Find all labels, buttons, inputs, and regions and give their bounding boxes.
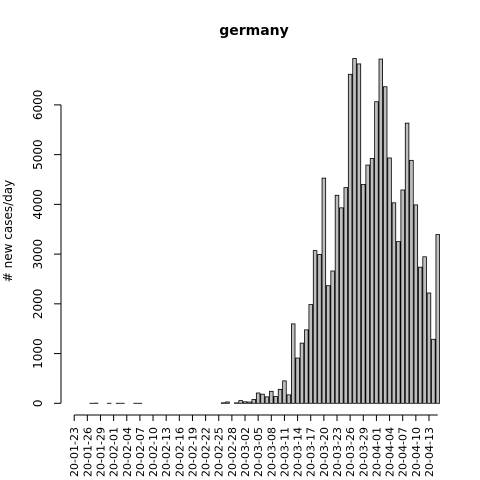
bar: [396, 241, 401, 404]
x-tick-label: 20-03-29: [357, 427, 370, 477]
bar: [356, 63, 362, 404]
x-tick-label: 20-02-01: [108, 427, 121, 477]
bar: [273, 396, 278, 404]
bar: [286, 394, 292, 404]
y-tick-label: 1000: [31, 338, 45, 369]
x-tick-label: 20-03-23: [331, 427, 344, 477]
bar: [251, 399, 256, 404]
x-tick-label: 20-04-01: [370, 427, 383, 477]
y-tick-label: 5000: [31, 139, 45, 170]
bar: [387, 157, 392, 404]
bar: [269, 390, 274, 404]
bar: [369, 158, 375, 404]
x-tick-label: 20-03-05: [252, 427, 265, 477]
bar: [220, 402, 226, 404]
x-tick-label: 20-02-16: [173, 427, 186, 477]
bar: [308, 304, 313, 404]
x-tick-label: 20-01-29: [94, 427, 107, 477]
x-tick-label: 20-03-20: [318, 427, 331, 477]
x-tick-label: 20-03-11: [278, 427, 291, 477]
y-axis-label: # new cases/day: [1, 180, 15, 282]
x-tick-label: 20-03-26: [344, 427, 357, 477]
bar: [299, 342, 305, 404]
bar: [264, 396, 270, 404]
bar: [418, 266, 423, 404]
chart-title: germany: [219, 23, 289, 39]
x-tick-label: 20-02-19: [186, 427, 199, 477]
x-tick-label: 20-03-08: [265, 427, 278, 477]
bar: [422, 256, 427, 404]
bar: [312, 250, 318, 404]
bar: [374, 101, 379, 404]
x-tick-label: 20-01-26: [81, 427, 94, 477]
bar: [317, 254, 322, 404]
y-axis: 0 1000 2000 3000 4000 5000 6000: [31, 90, 62, 407]
bar: [365, 164, 370, 404]
y-tick-label: 6000: [31, 90, 45, 121]
bar: [326, 285, 331, 404]
bar: [426, 292, 432, 404]
y-tick-label: 4000: [31, 189, 45, 220]
bar: [352, 58, 357, 404]
bar: [409, 159, 414, 404]
bar: [304, 329, 309, 404]
bar: [260, 393, 265, 404]
x-tick-label: 20-04-04: [384, 427, 397, 477]
bar: [330, 270, 335, 404]
x-tick-label: 20-02-25: [213, 427, 226, 477]
bar: [391, 202, 397, 404]
bar: [282, 380, 287, 404]
bar: [347, 73, 353, 404]
bar: [255, 392, 261, 404]
x-tick-label: 20-02-28: [226, 427, 239, 477]
bar: [238, 400, 243, 404]
bar: [413, 204, 419, 404]
bar: [225, 401, 230, 404]
x-tick-label: 20-04-13: [423, 427, 436, 477]
x-tick-label: 20-03-14: [292, 427, 305, 477]
x-tick-label: 20-02-10: [147, 427, 160, 477]
x-tick-label: 20-02-22: [200, 427, 213, 477]
bar: [361, 184, 366, 404]
bar: [343, 187, 348, 404]
bar: [435, 234, 440, 404]
y-tick-label: 0: [31, 399, 45, 407]
bar: [382, 86, 388, 404]
bar: [431, 338, 436, 404]
bar: [242, 401, 248, 404]
y-tick-label: 2000: [31, 289, 45, 320]
y-tick-label: 3000: [31, 239, 45, 270]
bar: [247, 401, 252, 404]
x-tick-label: 20-01-23: [68, 427, 81, 477]
x-tick-label: 20-04-10: [410, 427, 423, 477]
bars-group: [89, 58, 440, 404]
bar: [290, 323, 296, 404]
x-axis: 20-01-23 20-01-26 20-01-29 20-02-01 20-02-04…: [68, 414, 438, 477]
bar: [295, 357, 300, 404]
bar: [339, 207, 344, 404]
bar: [334, 194, 340, 404]
x-tick-label: 20-02-13: [160, 427, 173, 477]
x-tick-label: 20-02-04: [121, 427, 134, 477]
bar: [321, 177, 327, 404]
bar: [378, 58, 383, 404]
bar: [404, 122, 410, 404]
x-tick-label: 20-03-17: [305, 427, 318, 477]
x-tick-label: 20-04-07: [397, 427, 410, 477]
x-tick-label: 20-03-02: [239, 427, 252, 477]
bar: [277, 388, 283, 404]
x-tick-label: 20-02-07: [134, 427, 147, 477]
bar: [400, 189, 405, 404]
